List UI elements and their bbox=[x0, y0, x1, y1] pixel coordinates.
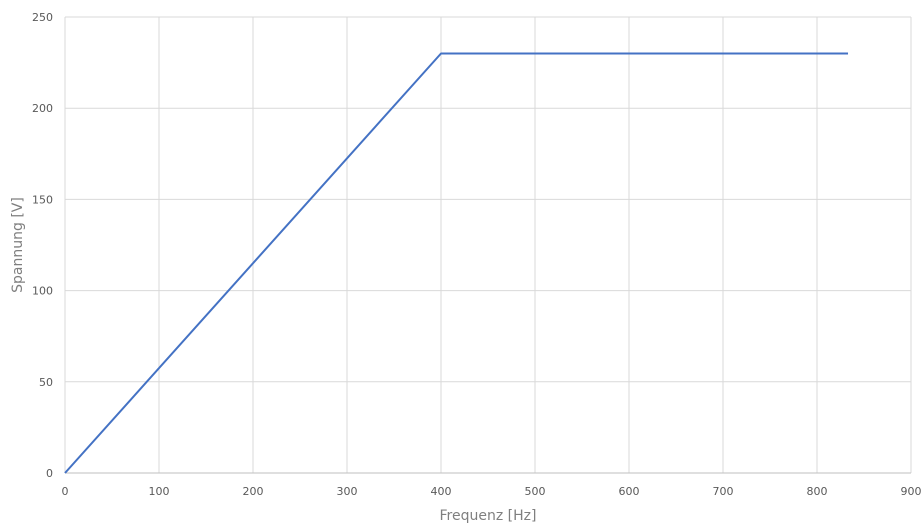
y-tick-label: 0 bbox=[46, 467, 53, 480]
x-tick-label: 600 bbox=[619, 485, 640, 498]
x-axis-title: Frequenz [Hz] bbox=[440, 508, 537, 524]
y-tick-label: 200 bbox=[32, 102, 53, 115]
y-tick-label: 50 bbox=[39, 376, 53, 389]
series-layer bbox=[64, 52, 849, 474]
x-tick-label: 0 bbox=[62, 485, 69, 498]
y-axis-title: Spannung [V] bbox=[10, 197, 26, 293]
x-tick-label: 800 bbox=[807, 485, 828, 498]
x-tick-label: 500 bbox=[525, 485, 546, 498]
x-tick-label: 700 bbox=[713, 485, 734, 498]
y-tick-label: 250 bbox=[32, 11, 53, 24]
series-line bbox=[64, 52, 849, 474]
x-tick-label: 400 bbox=[431, 485, 452, 498]
x-axis-ticks: 0 100 200 300 400 500 600 700 800 900 bbox=[62, 485, 922, 498]
y-axis-ticks: 0 50 100 150 200 250 bbox=[32, 11, 53, 480]
x-tick-label: 100 bbox=[149, 485, 170, 498]
grid bbox=[65, 16, 912, 473]
axes bbox=[64, 17, 911, 474]
y-tick-label: 100 bbox=[32, 285, 53, 298]
x-tick-label: 900 bbox=[901, 485, 922, 498]
y-tick-label: 150 bbox=[32, 193, 53, 206]
x-tick-label: 300 bbox=[337, 485, 358, 498]
x-tick-label: 200 bbox=[243, 485, 264, 498]
